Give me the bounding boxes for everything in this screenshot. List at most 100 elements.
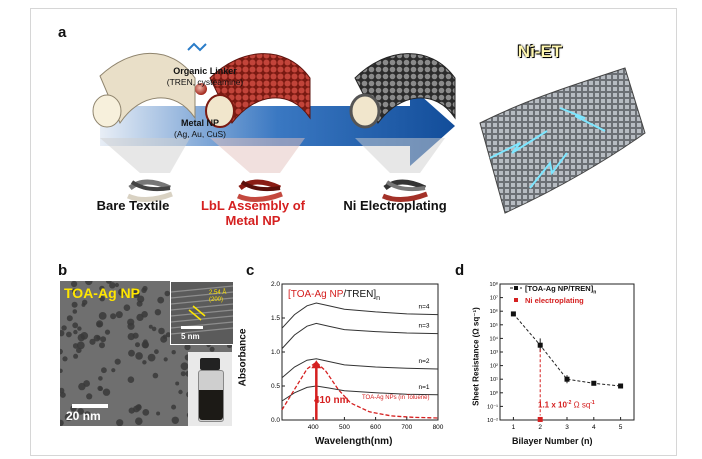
series-label: n=1 (418, 384, 429, 391)
sheet-resistance-chart: 1 2 3 4 5 10⁻² 10⁻¹ 10⁰ 10¹ 10² 10³ 10⁴ 10⁵ 10⁶ 10⁷ 10⁸ (487, 281, 635, 431)
nanoparticle (64, 413, 73, 422)
nanoparticle (96, 335, 101, 340)
nanoparticle (135, 352, 143, 360)
series-label: n=4 (418, 304, 429, 311)
nanoparticle (109, 282, 116, 289)
nanoparticle (180, 362, 189, 371)
y-tick-label: 10⁶ (490, 308, 498, 315)
nanoparticle (71, 412, 77, 418)
resistance-point (537, 342, 543, 348)
nanoparticle (111, 368, 116, 373)
nanoparticle (98, 312, 107, 320)
nanoparticle (115, 311, 123, 319)
nanoparticle (163, 357, 168, 362)
nanoparticle (72, 343, 79, 349)
nanoparticle (61, 325, 67, 331)
nanoparticle (72, 309, 78, 314)
ni-fiber-end (349, 93, 381, 129)
vial-cap (200, 358, 220, 370)
nanoparticle (148, 324, 153, 329)
nanoparticle (136, 313, 144, 321)
nanoparticle (76, 347, 82, 354)
lattice-spacing: 2.54 Å (209, 290, 227, 296)
metal-np-icon (195, 83, 207, 95)
nanoparticle (165, 332, 171, 338)
nanoparticle (171, 350, 176, 355)
series-line-n=1 (281, 385, 439, 402)
ni-fiber (354, 53, 456, 124)
nanoparticle (152, 372, 159, 379)
series-line-n=3 (281, 322, 439, 349)
series-line-n=4 (281, 302, 439, 329)
legend-ni: Ni electroplating (525, 296, 584, 305)
tem-title: TOA-Ag NP (64, 285, 140, 301)
nanoparticle (78, 382, 86, 391)
np-title: Metal NP (180, 118, 219, 128)
nanoparticle (127, 333, 135, 341)
hrtem-inset: 2.54 Å (200) 5 nm (170, 281, 234, 345)
y-tick-label: 10⁻² (487, 418, 498, 424)
nanoparticle (60, 368, 63, 373)
stage-ni-electroplating: Ni Electroplating (343, 198, 447, 213)
nanoparticle (123, 304, 131, 311)
nanoparticle (104, 329, 111, 335)
series-label: n=3 (418, 323, 429, 330)
x-tick-label: 600 (370, 424, 381, 431)
chart-c-ylabel: Absorbance (237, 328, 249, 387)
nanoparticle (154, 349, 159, 355)
inset-scalebar-label: 5 nm (181, 332, 200, 341)
lbl-strands (236, 179, 283, 202)
bare-fiber-end (92, 94, 122, 128)
absorbance-chart: n=4 n=3 n=2 n=1 400 500 600 700 800 0.0 0.5 1.0 1.5… (271, 281, 444, 431)
nanoparticle (99, 285, 105, 292)
y-tick-label: 1.5 (271, 315, 280, 322)
nanoparticle (99, 342, 105, 349)
nanoparticle (101, 367, 107, 374)
nanoparticle (128, 349, 135, 357)
nanoparticle (60, 348, 63, 355)
nanoparticle (127, 322, 135, 330)
nanoparticle (142, 342, 149, 349)
nanoparticle (60, 330, 65, 337)
nanoparticle (135, 417, 143, 425)
nanoparticle (175, 381, 180, 386)
zoom-funnel-1 (100, 138, 190, 173)
y-tick-label: 10⁸ (490, 281, 498, 288)
y-tick-label: 10² (490, 364, 498, 370)
bare-fiber (99, 52, 196, 125)
nanoparticle (209, 346, 215, 352)
nanoparticle (105, 281, 112, 284)
nanoparticle (171, 416, 179, 424)
nanoparticle (98, 376, 103, 381)
panel-a-label: a (58, 24, 67, 41)
y-tick-label: 0.5 (271, 383, 280, 390)
nanoparticle (118, 288, 126, 296)
ni-et-title: Ni-ET (517, 42, 563, 61)
nanoparticle (131, 288, 140, 296)
y-tick-label: 2.0 (271, 281, 280, 288)
chart-c-xlabel: Wavelength(nm) (315, 436, 393, 447)
x-tick-label: 800 (433, 424, 444, 431)
x-tick-label: 500 (339, 424, 350, 431)
nanoparticle (110, 313, 117, 320)
nanoparticle (66, 315, 73, 322)
nanoparticle (142, 409, 150, 416)
panel-b-label: b (58, 262, 68, 279)
y-tick-label: 10³ (490, 350, 498, 356)
nanoparticle (141, 287, 147, 293)
nanoparticle (73, 353, 79, 359)
zoom-funnel-2 (210, 138, 305, 173)
lbl-fiber-end (205, 94, 235, 128)
nanoparticle (77, 326, 82, 331)
legend-marker-ni (514, 298, 518, 302)
resistance-point (510, 311, 516, 317)
nanoparticle (127, 376, 135, 383)
chart-d-xlabel: Bilayer Number (n) (512, 436, 593, 446)
main-scalebar (72, 404, 108, 408)
peak-arrow-head (311, 360, 322, 369)
nanoparticle (72, 322, 79, 329)
resistance-point (564, 376, 570, 382)
nanoparticle (76, 341, 85, 350)
nanoparticle (80, 332, 89, 340)
y-tick-label: 0.0 (271, 417, 280, 424)
